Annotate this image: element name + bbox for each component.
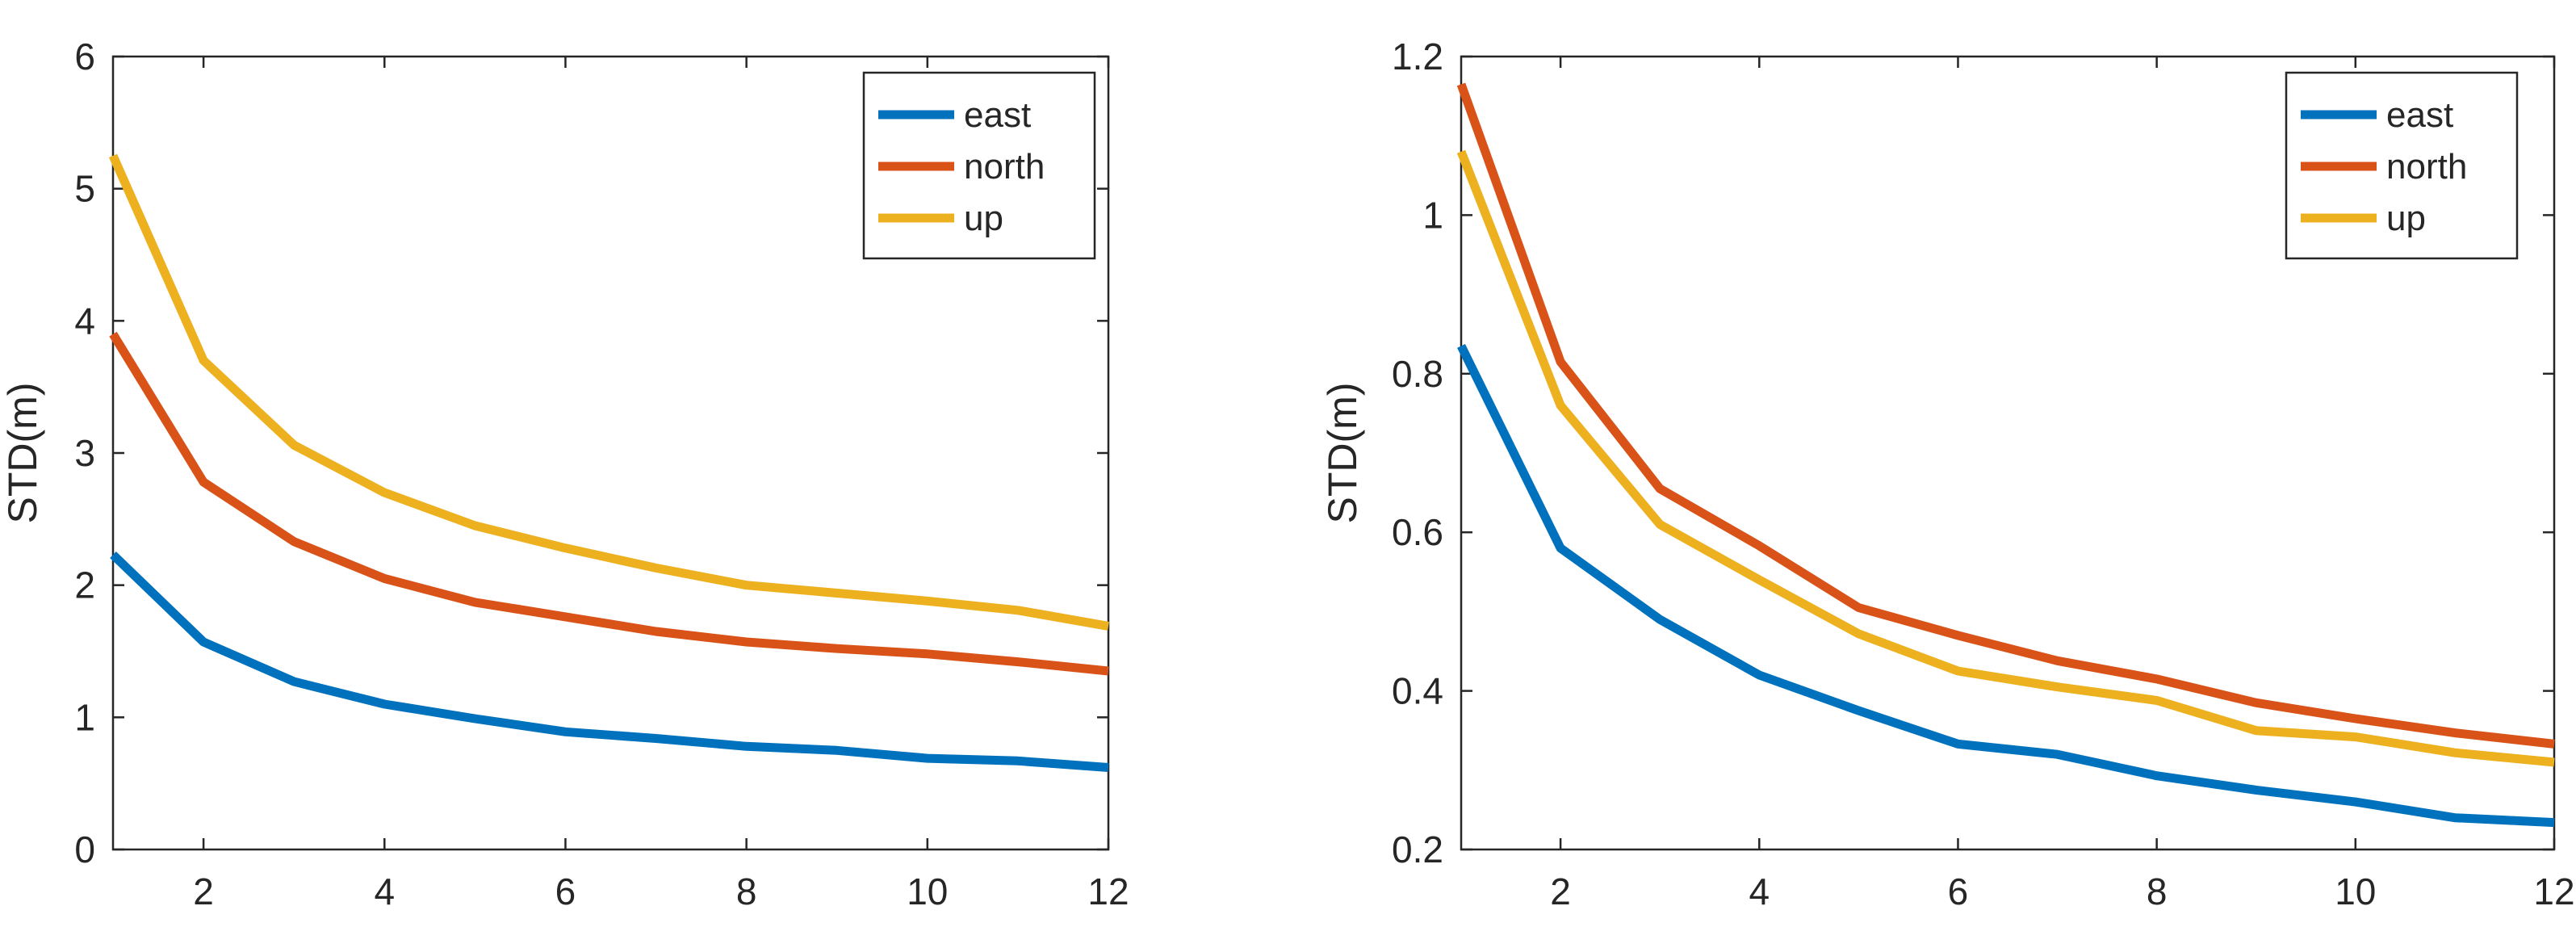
x-tick-label: 10: [2335, 870, 2376, 912]
legend-label-north: north: [2386, 147, 2467, 187]
series-line-up: [1456, 149, 2555, 767]
y-tick-label: 0.4: [1392, 670, 1443, 712]
x-tick-label: 2: [193, 870, 214, 912]
x-tick-label: 8: [736, 870, 757, 912]
x-tick-label: 12: [1087, 870, 1129, 912]
plot-area-box: [1460, 55, 2556, 851]
x-tick-label: 6: [1948, 870, 1969, 912]
series-line-east: [110, 552, 1109, 772]
legend-label-east: east: [2386, 95, 2453, 135]
y-tick-label: 1: [1422, 194, 1443, 236]
y-tick-label: 4: [74, 300, 95, 342]
legend: east north up: [2285, 71, 2519, 260]
x-tick-label: 6: [555, 870, 576, 912]
x-tick-label: 12: [2533, 870, 2574, 912]
x-tick-label: 4: [1749, 870, 1770, 912]
x-tick-label: 4: [374, 870, 395, 912]
chart-right: 2 4 6 8 10 12 0.2 0.4 0.6 0.8 1 1.2 STD(m) east north u…: [1320, 36, 2575, 912]
y-axis-label: STD(m): [1320, 383, 1365, 524]
legend-label-up: up: [964, 199, 1003, 238]
y-tick-label: 3: [74, 432, 95, 474]
y-tick-label: 2: [74, 564, 95, 606]
series-line-north: [109, 331, 1109, 676]
x-tick-label: 10: [907, 870, 948, 912]
y-tick-label: 6: [74, 36, 95, 78]
y-tick-label: 0.2: [1392, 828, 1443, 870]
y-tick-label: 0.8: [1392, 353, 1443, 395]
series-line-up: [108, 153, 1109, 631]
y-tick-label: 1.2: [1392, 36, 1443, 78]
legend-label-north: north: [964, 147, 1045, 187]
x-tick-label: 8: [2147, 870, 2168, 912]
y-tick-label: 0.6: [1392, 511, 1443, 553]
series-line-east: [1457, 343, 2555, 828]
legend-label-east: east: [964, 95, 1031, 135]
y-tick-label: 0: [74, 828, 95, 870]
y-tick-label: 5: [74, 168, 95, 210]
y-axis-label: STD(m): [0, 383, 45, 524]
series-line-north: [1456, 82, 2555, 749]
x-tick-label: 2: [1550, 870, 1571, 912]
y-tick-label: 1: [74, 696, 95, 738]
legend: east north up: [862, 71, 1096, 260]
legend-label-up: up: [2386, 199, 2426, 238]
